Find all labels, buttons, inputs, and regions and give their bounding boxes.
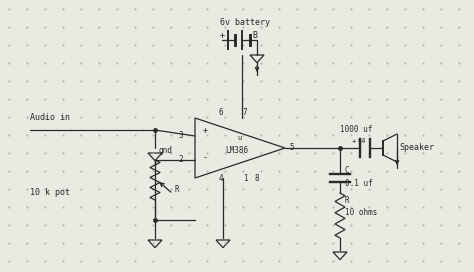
Text: 6: 6 xyxy=(219,108,224,117)
Text: -: - xyxy=(203,153,208,162)
Text: LM386: LM386 xyxy=(225,146,248,155)
Text: 1000 uf: 1000 uf xyxy=(340,125,373,134)
Text: R: R xyxy=(175,185,180,194)
Text: 6v battery: 6v battery xyxy=(220,18,270,27)
Text: 3: 3 xyxy=(178,131,183,140)
Text: 8: 8 xyxy=(255,174,260,183)
Text: 2: 2 xyxy=(178,155,183,164)
Text: Audio in: Audio in xyxy=(30,113,70,122)
Text: B: B xyxy=(252,31,257,40)
Text: gnd: gnd xyxy=(159,146,173,155)
Text: +: + xyxy=(220,31,225,40)
Text: 4: 4 xyxy=(219,174,224,183)
Text: 0.1 uf: 0.1 uf xyxy=(345,179,373,188)
Text: 1: 1 xyxy=(243,174,247,183)
Text: +: + xyxy=(203,126,208,135)
Text: 10 ohms: 10 ohms xyxy=(345,208,377,217)
Text: C: C xyxy=(345,166,350,175)
Text: u: u xyxy=(237,135,241,141)
Text: R: R xyxy=(345,196,350,205)
Text: +: + xyxy=(352,138,356,144)
Text: C4: C4 xyxy=(358,138,366,144)
Text: 7: 7 xyxy=(243,108,247,117)
Text: Speaker: Speaker xyxy=(399,143,434,152)
Text: 5: 5 xyxy=(289,143,293,152)
Text: 10 k pot: 10 k pot xyxy=(30,188,70,197)
